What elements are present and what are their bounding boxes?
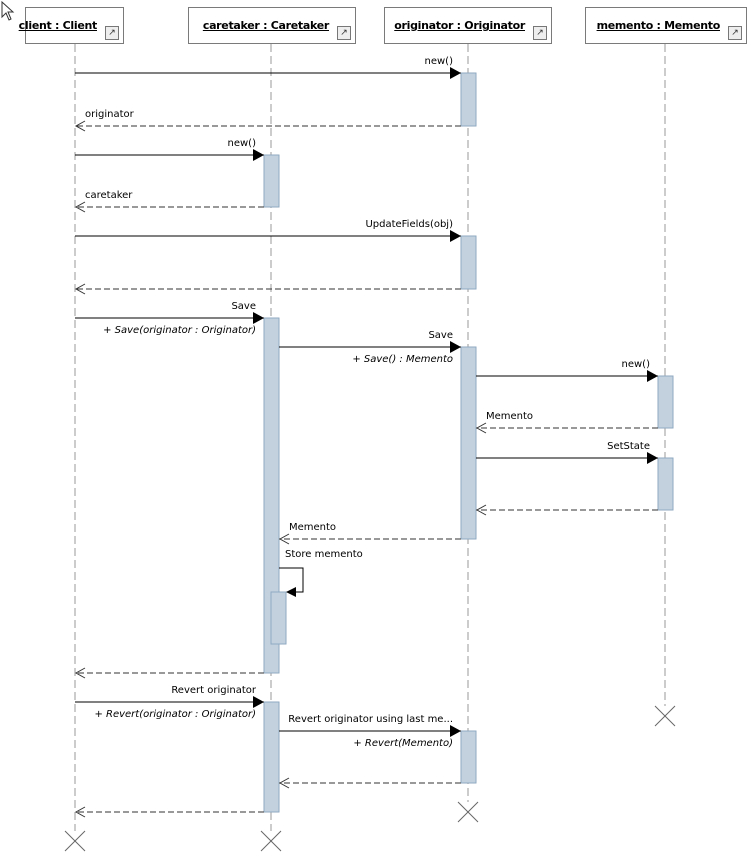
message-return: originator	[74, 109, 461, 132]
message-call: Save + Save() : Memento	[279, 330, 461, 365]
message-call: new()	[476, 359, 658, 382]
message-return: Memento	[278, 522, 461, 545]
destroy-x-stroke	[64, 830, 86, 852]
message-call: new()	[75, 138, 264, 161]
message-label: caretaker	[85, 190, 133, 201]
message-label: Memento	[289, 522, 336, 533]
message-label: SetState	[607, 441, 650, 452]
message-label: Save	[231, 301, 256, 312]
message-signature: + Save() : Memento	[352, 354, 453, 365]
open-arrow-head	[278, 533, 290, 545]
message-label: Memento	[486, 411, 533, 422]
arrow-head	[450, 67, 461, 79]
message-call: new()	[75, 56, 461, 79]
activation-bar	[460, 72, 477, 127]
lifeline-header-memento[interactable]: memento : Memento ↗	[585, 7, 747, 44]
activation-bar	[263, 154, 280, 208]
destroy-x-icon	[260, 830, 282, 852]
message-label: Store memento	[285, 549, 363, 560]
message-label: new()	[425, 56, 454, 67]
message-signature: + Revert(Memento)	[353, 738, 453, 749]
activation-bar	[460, 730, 477, 784]
message-label: Revert originator using last me...	[288, 714, 453, 725]
message-return	[74, 283, 461, 295]
activation-bar	[657, 375, 674, 429]
open-arrow-head	[475, 504, 487, 516]
open-arrow-head	[74, 667, 86, 679]
message-call: SetState	[476, 441, 658, 464]
activation-bar	[263, 317, 280, 674]
message-label: originator	[85, 109, 135, 120]
open-arrow-head	[278, 777, 290, 789]
destroy-x-stroke	[260, 830, 282, 852]
message-label: Save	[428, 330, 453, 341]
arrow-head	[253, 312, 264, 324]
arrow-head	[647, 370, 658, 382]
destroy-x-stroke	[457, 801, 479, 823]
message-label: Revert originator	[171, 685, 257, 696]
message-return	[74, 806, 264, 818]
lifeline-label: memento : Memento	[596, 19, 721, 32]
lifeline-label: originator : Originator	[394, 19, 525, 32]
destroy-x-icon	[654, 705, 676, 727]
open-arrow-head	[74, 201, 86, 213]
message-return	[278, 777, 461, 789]
open-arrow-head	[475, 422, 487, 434]
message-call: UpdateFields(obj)	[75, 219, 461, 242]
lifeline-label: caretaker : Caretaker	[202, 19, 329, 32]
message-call: Save + Save(originator : Originator)	[75, 301, 264, 336]
destroy-x-icon	[457, 801, 479, 823]
message-return: caretaker	[74, 190, 264, 213]
destroy-x-icon	[64, 830, 86, 852]
activation-bar	[460, 235, 477, 290]
message-self: Store memento	[279, 549, 363, 597]
arrow-head	[647, 452, 658, 464]
open-arrow-head	[74, 806, 86, 818]
arrow-head	[253, 149, 264, 161]
mouse-pointer-icon	[1, 1, 15, 21]
message-call: Revert originator using last me... + Reve…	[279, 714, 461, 749]
message-signature: + Save(originator : Originator)	[103, 325, 256, 336]
message-return	[74, 667, 264, 679]
lifeline-header-originator[interactable]: originator : Originator ↗	[384, 7, 552, 44]
activation-bar	[460, 346, 477, 540]
arrow-head	[450, 341, 461, 353]
message-return: Memento	[475, 411, 658, 434]
lifeline-header-caretaker[interactable]: caretaker : Caretaker ↗	[188, 7, 356, 44]
shortcut-arrow-icon[interactable]: ↗	[337, 26, 351, 40]
message-label: UpdateFields(obj)	[365, 219, 453, 230]
arrow-head	[450, 230, 461, 242]
message-call: Revert originator + Revert(originator : O…	[75, 685, 264, 720]
activation-bar	[657, 457, 674, 511]
activation-bar-nested	[270, 591, 287, 645]
lifeline-header-client[interactable]: client : Client ↗	[19, 7, 124, 44]
activation-bar	[263, 701, 280, 813]
open-arrow-head	[74, 120, 86, 132]
shortcut-arrow-icon[interactable]: ↗	[533, 26, 547, 40]
arrow-head	[253, 696, 264, 708]
lifeline-label: client : Client	[18, 19, 98, 32]
arrow-head	[286, 587, 296, 597]
arrow-head	[450, 725, 461, 737]
self-message-line	[279, 567, 304, 593]
shortcut-arrow-icon[interactable]: ↗	[105, 26, 119, 40]
message-label: new()	[622, 359, 651, 370]
message-return	[475, 504, 658, 516]
message-label: new()	[228, 138, 257, 149]
destroy-x-stroke	[654, 705, 676, 727]
open-arrow-head	[74, 283, 86, 295]
shortcut-arrow-icon[interactable]: ↗	[728, 26, 742, 40]
message-signature: + Revert(originator : Originator)	[94, 709, 256, 720]
